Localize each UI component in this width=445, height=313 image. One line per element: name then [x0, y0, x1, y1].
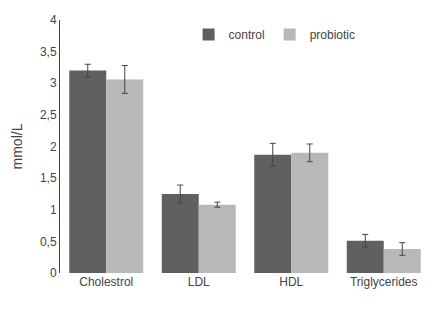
svg-text:0,5: 0,5: [40, 235, 57, 249]
svg-text:Triglycerides: Triglycerides: [350, 275, 418, 289]
svg-text:0: 0: [50, 266, 57, 280]
svg-text:3,5: 3,5: [40, 45, 57, 59]
svg-text:1,5: 1,5: [40, 171, 57, 185]
svg-text:4: 4: [50, 13, 57, 27]
svg-text:probiotic: probiotic: [310, 28, 355, 42]
svg-text:1: 1: [50, 203, 57, 217]
svg-text:3: 3: [50, 76, 57, 90]
svg-text:2: 2: [50, 140, 57, 154]
svg-text:mmol/L: mmol/L: [9, 123, 25, 169]
svg-text:LDL: LDL: [188, 275, 210, 289]
svg-text:Cholestrol: Cholestrol: [79, 275, 133, 289]
svg-text:HDL: HDL: [279, 275, 303, 289]
svg-text:control: control: [229, 28, 265, 42]
svg-text:2,5: 2,5: [40, 108, 57, 122]
